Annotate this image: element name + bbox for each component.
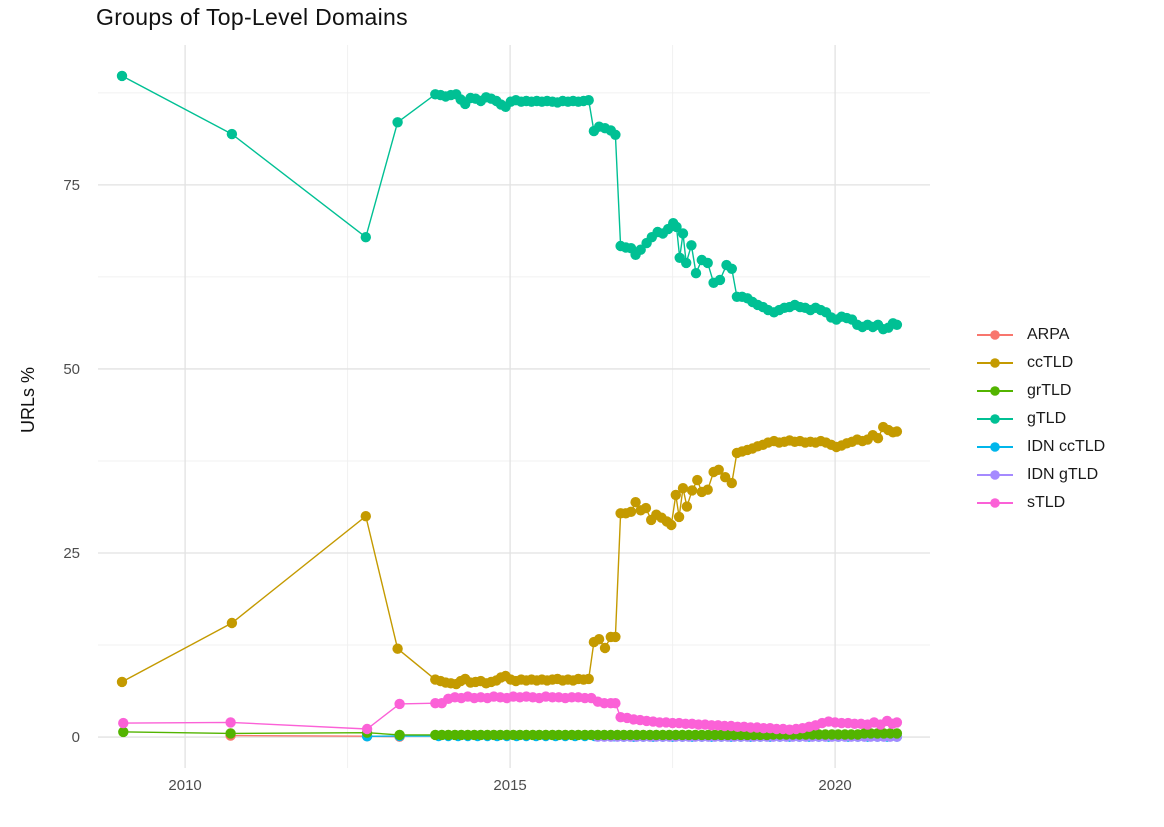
data-point-cctld	[891, 426, 903, 437]
legend-key-cctld-icon	[977, 358, 1013, 368]
legend-key-dot	[990, 442, 1000, 452]
data-point-stld	[610, 698, 621, 709]
data-point-gtld	[583, 95, 594, 106]
series-stld	[118, 691, 903, 735]
data-point-cctld	[702, 484, 713, 495]
legend-label: gTLD	[1027, 410, 1067, 427]
data-point-cctld	[673, 511, 685, 523]
data-point-gtld	[610, 129, 621, 140]
legend-item-grtld: grTLD	[975, 377, 1105, 405]
x-tick-label: 2010	[168, 777, 201, 794]
y-axis-title: URLs %	[18, 367, 38, 434]
data-point-cctld	[625, 506, 637, 517]
data-point-cctld	[686, 485, 698, 496]
legend-label: IDN ccTLD	[1027, 438, 1106, 455]
data-point-cctld	[226, 617, 238, 629]
legend: ARPA ccTLD grTLD gTLD IDN ccTLD IDN gTLD sTLD	[975, 321, 1105, 517]
legend-label: ARPA	[1027, 326, 1070, 343]
legend-label: sTLD	[1027, 494, 1066, 511]
legend-key-gtld-icon	[977, 414, 1013, 424]
y-tick-label: 25	[63, 545, 80, 562]
data-point-cctld	[360, 511, 371, 522]
data-point-grtld	[891, 728, 903, 739]
data-point-grtld	[225, 728, 236, 739]
legend-item-gtld: gTLD	[975, 405, 1105, 433]
data-point-gtld	[116, 70, 128, 82]
legend-key-grtld-icon	[977, 386, 1013, 396]
data-point-cctld	[583, 673, 594, 685]
legend-label: IDN gTLD	[1027, 466, 1099, 483]
data-point-cctld	[692, 474, 703, 486]
legend-key-idn-gtld-icon	[977, 470, 1013, 480]
data-point-cctld	[681, 501, 693, 512]
legend-key-dot	[990, 358, 1000, 368]
plot-title: Groups of Top-Level Domains	[96, 4, 408, 30]
data-point-gtld	[690, 268, 702, 279]
data-point-gtld	[677, 228, 689, 239]
data-point-gtld	[671, 221, 682, 233]
data-point-cctld	[640, 502, 652, 514]
legend-item-stld: sTLD	[975, 489, 1105, 517]
data-point-stld	[118, 717, 129, 729]
legend-key-arpa-icon	[977, 330, 1013, 340]
legend-key-dot	[990, 330, 1000, 340]
data-point-gtld	[392, 117, 403, 128]
data-point-cctld	[677, 483, 689, 494]
data-point-cctld	[726, 477, 737, 489]
data-point-cctld	[593, 634, 605, 645]
legend-key-dot	[990, 386, 1000, 396]
data-point-gtld	[891, 319, 903, 330]
legend-key-idn-cctld-icon	[977, 442, 1013, 452]
y-tick-label: 50	[63, 361, 80, 378]
data-point-stld	[361, 723, 373, 735]
data-point-cctld	[872, 433, 884, 444]
data-point-cctld	[392, 643, 403, 654]
data-point-gtld	[226, 128, 238, 140]
data-point-stld	[394, 698, 405, 710]
legend-item-idn-cctld: IDN ccTLD	[975, 433, 1105, 461]
data-point-gtld	[681, 257, 692, 269]
data-point-gtld	[714, 274, 726, 286]
data-point-gtld	[686, 240, 697, 251]
legend-item-cctld: ccTLD	[975, 349, 1105, 377]
data-point-cctld	[666, 519, 677, 531]
series-gtld	[116, 70, 903, 335]
legend-label: grTLD	[1027, 382, 1072, 399]
data-point-cctld	[630, 497, 641, 508]
data-point-gtld	[702, 257, 713, 269]
y-tick-label: 0	[72, 729, 80, 746]
data-point-cctld	[610, 631, 621, 643]
data-point-gtld	[726, 263, 737, 274]
data-point-grtld	[118, 726, 129, 738]
data-point-stld	[225, 717, 236, 728]
data-point-cctld	[670, 489, 681, 501]
legend-item-idn-gtld: IDN gTLD	[975, 461, 1105, 489]
data-point-stld	[891, 717, 903, 728]
data-point-grtld	[394, 729, 405, 741]
legend-key-dot	[990, 470, 1000, 480]
legend-item-arpa: ARPA	[975, 321, 1105, 349]
legend-label: ccTLD	[1027, 354, 1074, 371]
legend-key-stld-icon	[977, 498, 1013, 508]
data-point-cctld	[599, 642, 611, 654]
legend-key-dot	[990, 498, 1000, 508]
x-tick-label: 2015	[493, 777, 526, 794]
x-tick-label: 2020	[818, 777, 851, 794]
data-point-gtld	[360, 232, 371, 243]
data-point-cctld	[116, 676, 128, 688]
data-point-cctld	[713, 464, 724, 475]
series-cctld	[116, 421, 903, 690]
y-tick-label: 75	[63, 177, 80, 194]
legend-key-dot	[990, 414, 1000, 424]
